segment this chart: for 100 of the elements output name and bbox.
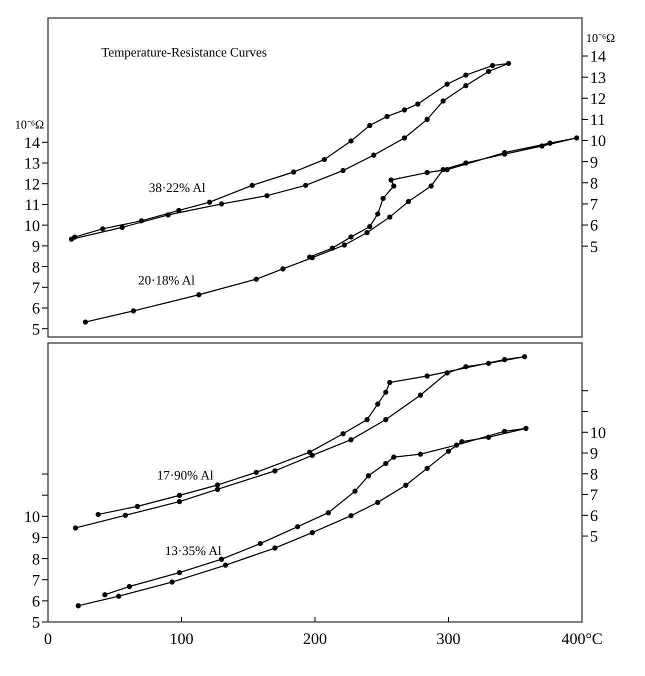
point — [523, 426, 529, 431]
y2-tick-label: 9 — [590, 154, 598, 172]
point — [72, 234, 78, 240]
y-tick-label: 6 — [32, 300, 40, 318]
point — [280, 266, 286, 272]
point — [502, 357, 508, 362]
y2-tick-label: 13 — [590, 70, 606, 87]
point — [454, 442, 460, 448]
point — [250, 182, 255, 188]
point — [367, 224, 372, 230]
point — [340, 168, 346, 174]
y-tick-label: 6 — [32, 594, 40, 611]
point — [102, 592, 108, 598]
text: Temperature-Resistance Curves — [101, 44, 267, 60]
y2-tick-label: 11 — [590, 112, 606, 130]
point — [138, 218, 144, 224]
point — [326, 510, 331, 516]
point — [463, 83, 468, 88]
point — [391, 183, 396, 189]
point — [166, 212, 171, 218]
y2-tick-label: 7 — [590, 196, 598, 214]
point — [547, 140, 553, 146]
point — [176, 570, 182, 576]
y2-axis-title: 10⁻⁶Ω — [586, 31, 616, 46]
point — [388, 177, 394, 183]
point — [387, 214, 392, 220]
y-tick-label: 10 — [24, 218, 40, 235]
point — [522, 354, 528, 360]
y-tick-label: 14 — [24, 134, 40, 152]
y-tick-label: 7 — [32, 572, 40, 590]
point — [463, 160, 468, 166]
y2-tick-label: 6 — [590, 508, 598, 525]
y2-tick-label: 14 — [590, 48, 606, 66]
point — [206, 200, 212, 205]
point — [340, 431, 346, 436]
point — [402, 135, 408, 141]
point — [486, 434, 492, 440]
point — [291, 169, 296, 175]
point — [176, 499, 182, 504]
point — [258, 540, 263, 546]
point — [486, 360, 492, 366]
point — [126, 584, 132, 590]
point — [272, 468, 278, 474]
y2-tick-label: 8 — [590, 466, 598, 484]
point — [463, 364, 468, 370]
y-tick-label: 11 — [24, 197, 40, 214]
y2-tick-label: 6 — [590, 218, 598, 235]
point — [348, 437, 354, 442]
y-tick-label: 9 — [32, 530, 40, 548]
point — [214, 486, 220, 492]
point — [295, 524, 300, 530]
point — [375, 500, 380, 505]
y2-tick-label: 8 — [590, 175, 598, 192]
point — [444, 82, 450, 87]
y2-tick-label: 12 — [590, 90, 606, 108]
x-tick-label: 0 — [44, 631, 52, 648]
point — [307, 254, 312, 260]
y-tick-label: 7 — [32, 280, 40, 297]
point — [440, 167, 446, 172]
point — [490, 62, 496, 68]
point — [502, 428, 508, 434]
point — [72, 525, 78, 531]
y-tick-label: 5 — [32, 614, 40, 632]
point — [428, 183, 434, 189]
point — [463, 72, 468, 78]
y-tick-label: 9 — [32, 238, 40, 256]
point — [120, 224, 125, 230]
point — [218, 201, 224, 207]
y-tick-label: 12 — [24, 176, 40, 194]
y2-tick-label: 5 — [590, 238, 598, 256]
point — [348, 513, 354, 518]
point — [380, 196, 386, 202]
point — [310, 530, 315, 536]
point — [367, 122, 372, 128]
point — [424, 373, 430, 379]
point — [574, 135, 580, 141]
point — [272, 545, 278, 551]
point — [100, 226, 106, 232]
y-tick-label: 8 — [32, 551, 40, 568]
y-tick-label: 8 — [32, 259, 40, 276]
y2-tick-label: 10 — [590, 424, 606, 442]
point — [303, 182, 308, 188]
y-tick-label: 10 — [24, 509, 40, 526]
point — [364, 417, 370, 422]
point — [406, 198, 412, 204]
x-tick-label: 300 — [436, 631, 460, 648]
point — [96, 512, 101, 518]
point — [196, 292, 202, 298]
y-tick-label: 13 — [24, 156, 40, 173]
point — [402, 107, 408, 112]
point — [116, 594, 122, 599]
x-tick-label: 200 — [303, 631, 327, 648]
point — [82, 319, 88, 325]
point — [310, 452, 315, 458]
point — [348, 138, 354, 144]
y-tick-label: 5 — [32, 321, 40, 338]
point — [383, 460, 388, 466]
point — [222, 562, 228, 568]
point — [254, 276, 259, 282]
point — [307, 450, 312, 455]
